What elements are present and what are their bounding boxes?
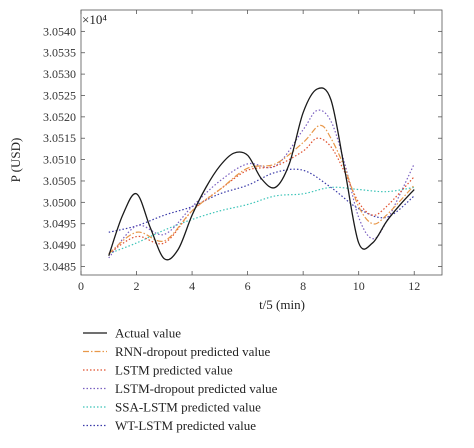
y-tick-label: 3.0515 xyxy=(43,131,76,145)
y-tick-label: 3.0505 xyxy=(43,174,76,188)
y-tick-label: 3.0485 xyxy=(43,259,76,273)
plot-area xyxy=(108,87,415,261)
y-tick-label: 3.0490 xyxy=(43,238,76,252)
y-tick-label: 3.0510 xyxy=(43,153,76,167)
x-tick-label: 10 xyxy=(353,279,365,293)
y-tick-label: 3.0530 xyxy=(43,67,76,81)
y-tick-label: 3.0495 xyxy=(43,217,76,231)
legend: Actual value RNN-dropout predicted value L… xyxy=(83,326,278,433)
x-tick-label: 12 xyxy=(408,279,420,293)
legend-label: RNN-dropout predicted value xyxy=(115,344,270,359)
x-tick-label: 0 xyxy=(78,279,84,293)
y-tick-label: 3.0525 xyxy=(43,88,76,102)
y-tick-label: 3.0540 xyxy=(43,24,76,38)
series-line xyxy=(108,137,415,255)
axes: 0 2 4 6 8 10 12 3.0485 3.0490 3.0495 3.0500 3.0505 3… xyxy=(43,9,443,293)
x-tick-label: 8 xyxy=(300,279,306,293)
series-line xyxy=(108,186,415,255)
series-line xyxy=(108,109,415,259)
x-tick-label: 6 xyxy=(245,279,251,293)
series-line xyxy=(108,87,415,261)
legend-label: LSTM predicted value xyxy=(115,363,233,378)
x-tick-label: 4 xyxy=(189,279,195,293)
y-axis-label: P (USD) xyxy=(8,138,23,183)
series-line xyxy=(108,124,415,255)
legend-label: SSA-LSTM predicted value xyxy=(115,400,261,415)
legend-label: LSTM-dropout predicted value xyxy=(115,381,278,396)
y-tick-label: 3.0520 xyxy=(43,110,76,124)
plot-frame xyxy=(80,9,443,276)
legend-label: Actual value xyxy=(115,326,181,341)
x-tick-label: 2 xyxy=(134,279,140,293)
y-axis-multiplier: ×10⁴ xyxy=(82,12,107,27)
legend-label: WT-LSTM predicted value xyxy=(115,418,256,433)
y-tick-label: 3.0500 xyxy=(43,195,76,209)
x-axis-label: t/5 (min) xyxy=(259,297,305,312)
y-tick-label: 3.0535 xyxy=(43,46,76,60)
